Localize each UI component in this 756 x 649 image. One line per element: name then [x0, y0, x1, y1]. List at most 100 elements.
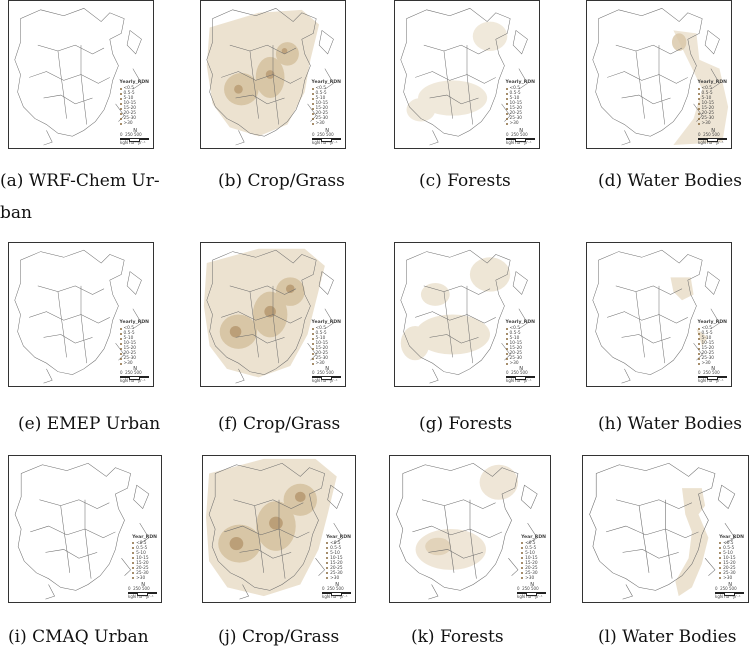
legend-item: 25-30 [701, 356, 715, 362]
legend-item: 15-20 [509, 346, 523, 352]
north-arrow-icon: N [711, 128, 715, 134]
legend-item: <0.5 [525, 540, 536, 546]
caption-a: (a) WRF-Chem Ur- [0, 171, 160, 191]
scale-bar: 0 250 500 kgN ha⁻¹yr⁻¹ [322, 586, 351, 599]
legend-item: 20-25 [509, 351, 523, 357]
legend-item: 25-30 [123, 116, 137, 122]
china-map-outline [396, 463, 538, 600]
legend: Yearly_RDN <0.5 0.5-5 5-10 10-15 15-20 2… [697, 80, 727, 126]
legend-item: 25-30 [123, 356, 137, 362]
scale-bar: 0 250 500 kgN ha⁻¹yr⁻¹ [120, 370, 149, 383]
legend-item: 0.5-5 [509, 331, 521, 337]
north-arrow-icon: N [728, 582, 732, 588]
legend-item: 15-20 [525, 560, 538, 566]
scale-bar: 0 250 500 kgN ha⁻¹yr⁻¹ [506, 370, 535, 383]
north-arrow-icon: N [133, 128, 137, 134]
legend-item: 15-20 [330, 560, 343, 566]
legend-item: 15-20 [123, 346, 137, 352]
legend-item: 0.5-5 [123, 91, 135, 97]
north-arrow-icon: N [141, 582, 145, 588]
china-map-outline [14, 463, 150, 600]
legend-item: 25-30 [723, 570, 736, 576]
legend-title: Year_RDN [132, 534, 157, 540]
caption-b: (b) Crop/Grass [218, 171, 345, 191]
legend-item: 0.5-5 [525, 545, 537, 551]
legend-item: 5-10 [509, 336, 520, 342]
legend-item: 10-15 [123, 341, 137, 347]
legend-item: >30 [509, 361, 519, 367]
legend-item: 25-30 [701, 116, 715, 122]
legend-item: 5-10 [315, 96, 326, 102]
legend-item: 20-25 [525, 565, 538, 571]
legend-item: 0.5-5 [315, 331, 327, 337]
legend-item: 20-25 [123, 351, 137, 357]
legend-item: <0.5 [330, 540, 341, 546]
caption-k: (k) Forests [411, 627, 504, 647]
legend-item: 15-20 [123, 106, 137, 112]
legend-title: Year_RDN [326, 534, 351, 540]
legend-item: 5-10 [723, 550, 733, 556]
legend-item: 10-15 [701, 101, 715, 107]
legend-item: <0.5 [509, 326, 520, 332]
north-arrow-icon: N [325, 128, 329, 134]
legend-item: >30 [123, 361, 133, 367]
legend: Yearly_RDN <0.5 0.5-5 5-10 10-15 15-20 2… [311, 80, 341, 127]
scale-bar: 0 250 500 kgN ha⁻¹yr⁻¹ [506, 132, 535, 145]
legend-item: 0.5-5 [723, 545, 735, 551]
legend-item: 10-15 [315, 101, 329, 107]
legend-item: >30 [136, 575, 146, 581]
legend-item: 10-15 [123, 101, 137, 107]
legend-item: >30 [315, 361, 325, 367]
caption-d: (d) Water Bodies [598, 171, 742, 191]
north-arrow-icon: N [519, 366, 523, 372]
caption-g: (g) Forests [419, 414, 513, 434]
caption-i: (i) CMAQ Urban [8, 627, 149, 647]
legend-item: 15-20 [315, 106, 329, 112]
legend-item: 25-30 [509, 116, 523, 122]
china-map-outline [400, 249, 528, 384]
legend-item: >30 [315, 121, 325, 127]
scale-bar: 0 250 500 kgN ha⁻¹yr⁻¹ [120, 132, 149, 145]
legend: Yearly_RDN <0.5 0.5-5 5-10 10-15 15-20 2… [119, 80, 149, 126]
legend-item: 15-20 [723, 560, 736, 566]
legend-title: Yearly_RDN [505, 320, 535, 326]
legend-item: 10-15 [330, 555, 343, 561]
china-map-outline [14, 249, 142, 384]
legend-title: Yearly_RDN [311, 80, 341, 86]
legend-item: 20-25 [330, 565, 343, 571]
china-map-outline [592, 8, 729, 146]
china-map-outline [206, 458, 344, 600]
legend-title: Yearly_RDN [311, 320, 341, 326]
legend-item: 0.5-5 [509, 91, 521, 97]
scale-bar: 0 250 500 kgN ha⁻¹yr⁻¹ [517, 586, 546, 599]
legend-title: Yearly_RDN [119, 320, 149, 326]
legend-title: Year_RDN [719, 534, 744, 540]
china-map-outline [589, 463, 736, 600]
legend-item: 20-25 [315, 351, 329, 357]
legend-item: 10-15 [136, 555, 149, 561]
legend: Yearly_RDN <0.5 0.5-5 5-10 10-15 15-20 2… [505, 320, 535, 367]
caption-c: (c) Forests [419, 171, 511, 191]
legend-item: 0.5-5 [701, 91, 713, 97]
legend-title: Yearly_RDN [505, 80, 535, 86]
legend-item: 25-30 [525, 570, 538, 576]
caption-f: (f) Crop/Grass [218, 414, 341, 434]
legend-item: 15-20 [701, 106, 715, 112]
scale-bar: 0 250 500 kgN ha⁻¹yr⁻¹ [312, 370, 341, 383]
legend-item: 20-25 [123, 111, 137, 117]
legend-item: 10-15 [509, 101, 523, 107]
legend: Yearly_RDN <0.5 0.5-5 5-10 10-15 15-20 2… [311, 320, 341, 367]
legend: Yearly_RDN <0.5 0.5-5 5-10 10-15 15-20 2… [505, 80, 535, 126]
scale-bar: 0 250 500 kgN ha⁻¹yr⁻¹ [715, 586, 744, 599]
legend-item: 5-10 [509, 96, 520, 102]
legend-item: 10-15 [723, 555, 736, 561]
caption-a-continued: ban [0, 203, 32, 223]
legend-item: <0.5 [136, 540, 147, 546]
legend-item: 5-10 [701, 336, 712, 342]
legend-item: 15-20 [509, 106, 523, 112]
china-map-outline [400, 8, 528, 146]
legend: Yearly_RDN <0.5 0.5-5 5-10 10-15 15-20 2… [119, 320, 149, 367]
scale-bar: 0 250 500 kgN ha⁻¹yr⁻¹ [698, 370, 727, 383]
north-arrow-icon: N [711, 366, 715, 372]
legend-item: <0.5 [315, 86, 326, 92]
